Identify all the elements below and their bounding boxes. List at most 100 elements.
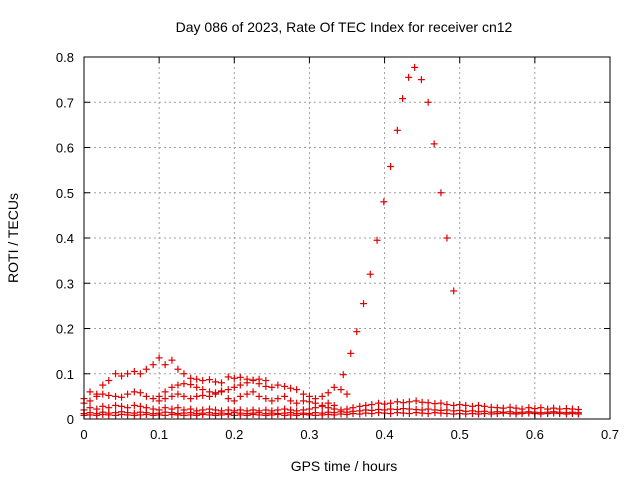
data-point <box>574 410 582 418</box>
data-point <box>187 411 195 419</box>
data-point <box>105 391 113 399</box>
axis-ticks: 0 0.1 0.2 0.3 0.4 0.5 0.6 0.7 0 0.1 0.2 0.3 0.4 0.5 0.… <box>56 50 619 442</box>
y-tick-label: 0.3 <box>56 276 74 291</box>
data-point <box>450 410 458 418</box>
data-point <box>399 409 407 417</box>
data-point <box>493 410 501 418</box>
y-tick-label: 0 <box>67 412 74 427</box>
data-point <box>512 410 520 418</box>
data-point <box>168 410 176 418</box>
data-point <box>93 411 101 419</box>
data-point <box>399 399 407 407</box>
y-tick-label: 0.6 <box>56 141 74 156</box>
data-point <box>311 411 319 419</box>
data-point <box>518 410 526 418</box>
data-point <box>199 377 207 385</box>
data-point <box>399 95 407 103</box>
data-point <box>255 380 263 388</box>
data-point <box>281 382 289 390</box>
data-point <box>161 395 169 403</box>
data-point <box>318 392 326 400</box>
data-point <box>368 401 376 409</box>
data-point <box>230 374 238 382</box>
data-point <box>99 402 107 410</box>
data-point <box>180 392 188 400</box>
data-point <box>136 411 144 419</box>
data-point <box>118 372 126 380</box>
data-point <box>155 397 163 405</box>
data-point <box>437 189 445 197</box>
data-point <box>142 392 150 400</box>
data-point <box>418 398 426 406</box>
data-point <box>281 392 289 400</box>
data-point <box>180 380 188 388</box>
data-point <box>118 393 126 401</box>
data-point <box>174 390 182 398</box>
data-point <box>387 410 395 418</box>
data-point <box>124 370 132 378</box>
data-point <box>443 234 451 242</box>
x-tick-label: 0.2 <box>225 427 243 442</box>
data-point <box>142 410 150 418</box>
data-point <box>130 401 138 409</box>
data-points <box>80 63 582 419</box>
data-point <box>456 401 464 409</box>
data-point <box>380 198 388 206</box>
x-tick-label: 0.1 <box>150 427 168 442</box>
data-point <box>174 404 182 412</box>
data-point <box>405 398 413 406</box>
data-point <box>381 400 389 408</box>
data-point <box>142 365 150 373</box>
data-point <box>475 401 482 409</box>
data-point <box>412 397 420 405</box>
data-point <box>299 390 307 398</box>
data-point <box>255 411 263 419</box>
data-point <box>130 411 138 419</box>
data-point <box>193 375 201 383</box>
data-point <box>205 411 213 419</box>
data-point <box>330 383 338 391</box>
data-point <box>86 388 94 396</box>
data-point <box>112 392 120 400</box>
x-tick-label: 0.4 <box>376 427 394 442</box>
x-tick-label: 0.6 <box>526 427 544 442</box>
data-point <box>287 384 295 392</box>
data-point <box>373 236 381 244</box>
data-point <box>405 410 413 418</box>
x-tick-label: 0.3 <box>300 427 318 442</box>
data-point <box>437 399 445 407</box>
data-point <box>475 410 482 418</box>
data-point <box>339 371 347 379</box>
data-point <box>174 381 182 389</box>
data-point <box>230 397 238 405</box>
data-point <box>337 410 345 418</box>
data-point <box>305 398 313 406</box>
data-point <box>293 399 301 407</box>
data-point <box>393 126 401 134</box>
y-tick-label: 0.4 <box>56 231 74 246</box>
data-point <box>324 410 332 418</box>
data-point <box>168 356 176 364</box>
data-point <box>274 381 282 389</box>
data-point <box>168 383 176 391</box>
data-point <box>124 390 132 398</box>
y-tick-label: 0.8 <box>56 50 74 65</box>
data-point <box>268 383 276 391</box>
data-point <box>112 411 120 419</box>
data-point <box>299 397 307 405</box>
data-point <box>506 410 514 418</box>
data-point <box>330 411 338 419</box>
data-point <box>112 370 120 378</box>
x-tick-label: 0 <box>80 427 87 442</box>
chart-title: Day 086 of 2023, Rate Of TEC Index for r… <box>176 19 513 35</box>
data-point <box>462 410 470 418</box>
data-point <box>180 411 188 419</box>
data-point <box>468 410 476 418</box>
data-point <box>105 411 113 419</box>
data-point <box>99 410 107 418</box>
y-tick-label: 0.1 <box>56 367 74 382</box>
data-point <box>424 98 432 106</box>
data-point <box>193 411 201 419</box>
data-point <box>124 411 132 419</box>
